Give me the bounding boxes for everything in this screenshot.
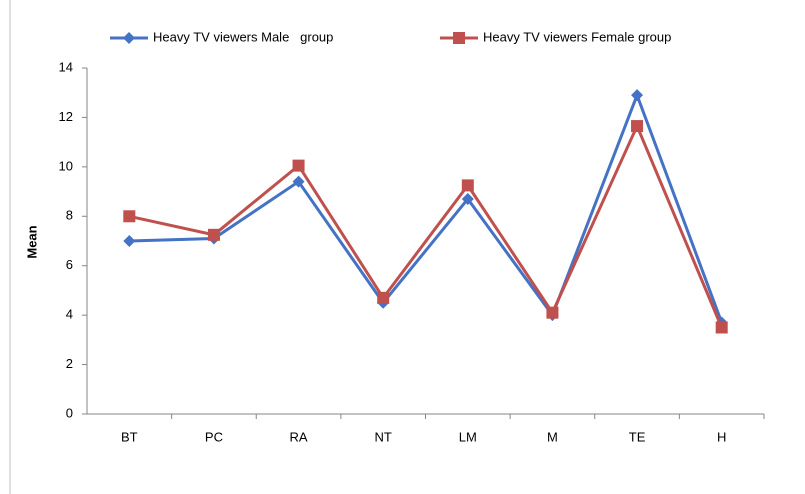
data-point [631, 120, 644, 133]
data-point [123, 210, 136, 223]
data-point [377, 291, 390, 304]
data-point [292, 175, 305, 188]
x-tick-label: PC [205, 429, 223, 444]
y-tick-label: 4 [66, 307, 73, 322]
x-tick-label: NT [375, 429, 392, 444]
data-point [715, 321, 728, 334]
x-tick-label: H [717, 429, 726, 444]
y-tick-label: 10 [59, 158, 73, 173]
y-tick-label: 2 [66, 356, 73, 371]
data-point [546, 306, 559, 319]
data-point [123, 235, 136, 247]
y-tick-label: 14 [59, 59, 73, 74]
series-line [129, 90, 724, 324]
data-point [631, 89, 644, 102]
x-tick-label: LM [459, 429, 477, 444]
x-tick-label: TE [629, 429, 646, 444]
series-line [128, 122, 724, 329]
legend-label: Heavy TV viewers Female group [483, 29, 671, 44]
data-point [461, 192, 474, 205]
legend-label: Heavy TV viewers Male group [153, 29, 333, 44]
data-point [292, 159, 305, 172]
y-tick-label: 0 [66, 405, 73, 420]
y-axis-label: Mean [24, 225, 39, 258]
y-tick-label: 8 [66, 208, 73, 223]
y-tick-label: 12 [59, 109, 73, 124]
x-tick-label: BT [121, 429, 138, 444]
legend-marker [123, 32, 135, 44]
data-point [461, 179, 474, 192]
data-point [207, 228, 220, 241]
x-tick-label: RA [290, 429, 308, 444]
x-tick-label: M [547, 429, 558, 444]
legend-marker [453, 32, 465, 44]
y-tick-label: 6 [66, 257, 73, 272]
